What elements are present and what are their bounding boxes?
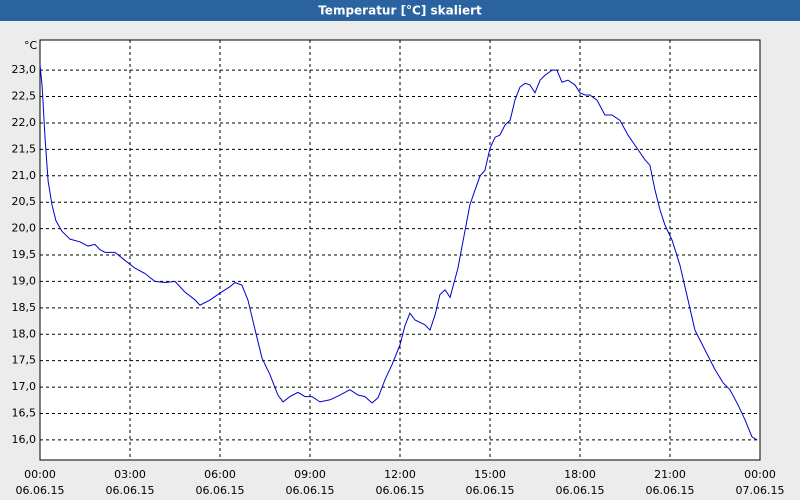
x-tick-label: 09:00 — [294, 468, 326, 481]
y-tick-label: 20,5 — [12, 195, 37, 208]
y-tick-label: 16,0 — [12, 433, 37, 446]
chart-title: Temperatur [°C] skaliert — [318, 4, 482, 18]
x-tick-date: 07.06.15 — [736, 484, 785, 497]
x-tick-date: 06.06.15 — [196, 484, 245, 497]
x-tick-date: 06.06.15 — [466, 484, 515, 497]
x-tick-label: 06:00 — [204, 468, 236, 481]
y-tick-label: 21,5 — [12, 142, 37, 155]
x-tick-label: 12:00 — [384, 468, 416, 481]
x-tick-date: 06.06.15 — [16, 484, 65, 497]
y-tick-label: 18,0 — [12, 327, 37, 340]
y-tick-label: 19,5 — [12, 248, 37, 261]
data-line — [39, 64, 758, 441]
x-tick-date: 06.06.15 — [376, 484, 425, 497]
y-tick-label: 22,5 — [12, 90, 37, 103]
x-tick-date: 06.06.15 — [646, 484, 695, 497]
y-tick-label: 21,0 — [12, 169, 37, 182]
x-tick-label: 03:00 — [114, 468, 146, 481]
title-bar — [0, 0, 800, 21]
x-tick-date: 06.06.15 — [556, 484, 605, 497]
y-tick-label: 20,0 — [12, 222, 37, 235]
x-tick-label: 15:00 — [474, 468, 506, 481]
x-tick-date: 06.06.15 — [286, 484, 335, 497]
y-tick-label: 17,5 — [12, 354, 37, 367]
x-tick-label: 18:00 — [564, 468, 596, 481]
y-unit: °C — [24, 39, 38, 52]
x-tick-label: 00:00 — [24, 468, 56, 481]
y-tick-label: 16,5 — [12, 407, 37, 420]
x-tick-date: 06.06.15 — [106, 484, 155, 497]
y-tick-label: 22,0 — [12, 116, 37, 129]
plot-frame — [39, 39, 761, 461]
x-tick-label: 00:00 — [744, 468, 776, 481]
x-tick-label: 21:00 — [654, 468, 686, 481]
y-tick-label: 23,0 — [12, 63, 37, 76]
y-tick-label: 18,5 — [12, 301, 37, 314]
y-tick-label: 17,0 — [12, 380, 37, 393]
y-tick-label: 19,0 — [12, 274, 37, 287]
